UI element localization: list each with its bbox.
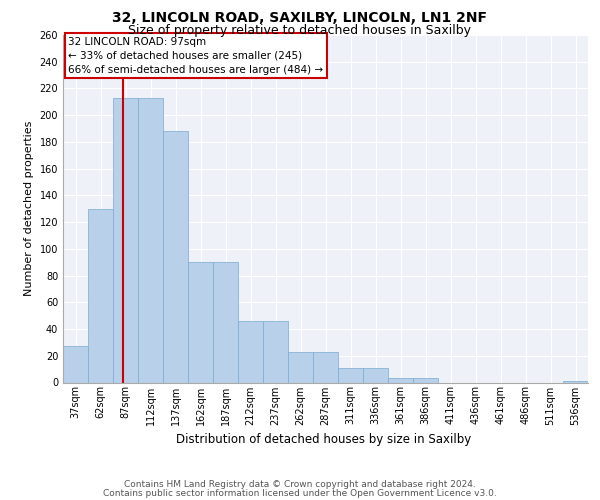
Bar (63, 346, 88, 382)
Bar (388, 378, 413, 382)
Text: 32 LINCOLN ROAD: 97sqm
← 33% of detached houses are smaller (245)
66% of semi-de: 32 LINCOLN ROAD: 97sqm ← 33% of detached… (68, 36, 323, 74)
Bar (288, 352, 313, 382)
Bar (263, 321, 288, 382)
Text: Distribution of detached houses by size in Saxilby: Distribution of detached houses by size … (176, 432, 472, 446)
Bar (113, 98, 138, 382)
Bar (338, 368, 363, 382)
Bar (413, 378, 438, 382)
Text: Contains public sector information licensed under the Open Government Licence v3: Contains public sector information licen… (103, 488, 497, 498)
Text: Size of property relative to detached houses in Saxilby: Size of property relative to detached ho… (128, 24, 472, 37)
Bar (238, 321, 263, 382)
Bar (188, 262, 213, 382)
Bar (213, 262, 238, 382)
Bar (138, 98, 163, 382)
Text: Contains HM Land Registry data © Crown copyright and database right 2024.: Contains HM Land Registry data © Crown c… (124, 480, 476, 489)
Bar (163, 131, 188, 382)
Bar (88, 209, 113, 382)
Y-axis label: Number of detached properties: Number of detached properties (24, 121, 34, 296)
Bar (563, 381, 588, 382)
Bar (363, 368, 388, 382)
Text: 32, LINCOLN ROAD, SAXILBY, LINCOLN, LN1 2NF: 32, LINCOLN ROAD, SAXILBY, LINCOLN, LN1 … (113, 11, 487, 25)
Bar (313, 352, 338, 382)
